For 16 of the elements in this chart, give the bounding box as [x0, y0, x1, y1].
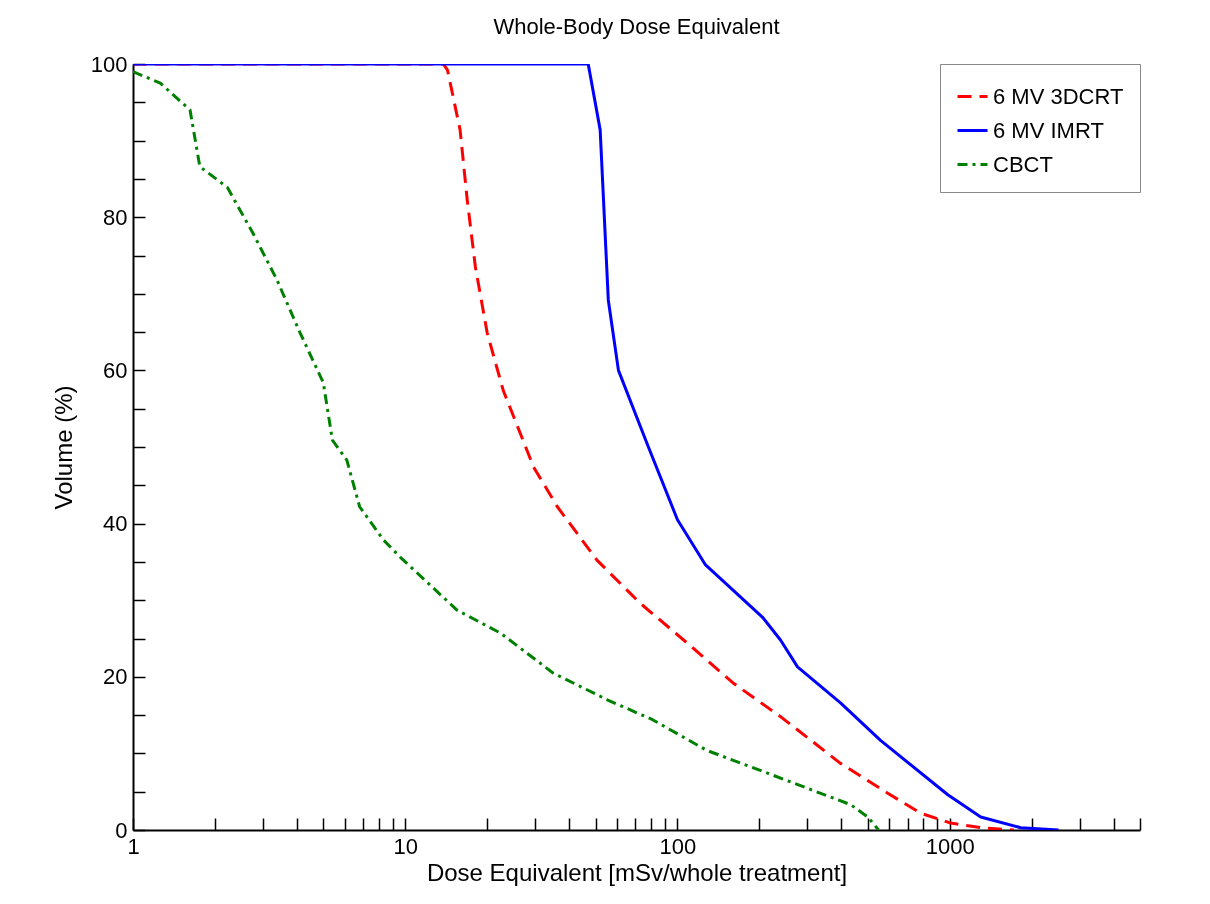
y-axis-title: Volume (%) — [49, 385, 77, 510]
x-tick-label: 1 — [127, 833, 140, 859]
legend-label: 6 MV IMRT — [993, 117, 1104, 143]
x-tick-label: 10 — [393, 833, 418, 859]
y-tick-label: 60 — [103, 357, 128, 383]
y-tick-label: 80 — [103, 204, 128, 230]
y-tick-label: 20 — [103, 664, 128, 690]
x-axis-title: Dose Equivalent [mSv/whole treatment] — [426, 858, 848, 886]
x-tick-label: 100 — [659, 833, 697, 859]
legend-label: CBCT — [993, 151, 1053, 177]
y-tick-label: 40 — [103, 511, 128, 537]
chart-title: Whole-Body Dose Equivalent — [493, 14, 780, 39]
x-tick-label: 1000 — [925, 833, 975, 859]
y-tick-label: 100 — [90, 51, 128, 77]
y-tick-label: 0 — [115, 817, 128, 843]
legend-label: 6 MV 3DCRT — [993, 83, 1124, 109]
